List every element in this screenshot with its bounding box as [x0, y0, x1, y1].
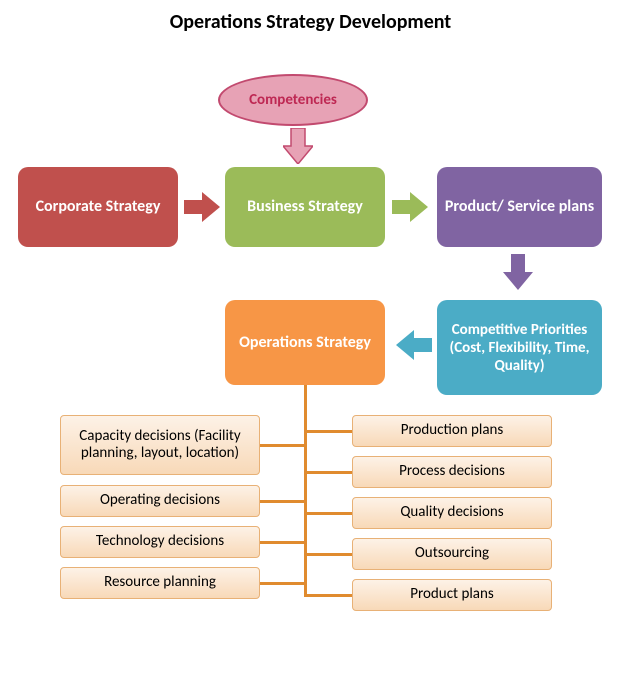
tree-branch-right-4 [307, 553, 352, 556]
leaf-resource: Resource planning [60, 567, 260, 599]
leaf-production: Production plans [352, 415, 552, 447]
tree-branch-right-2 [307, 471, 352, 474]
leaf-operating-label: Operating decisions [100, 492, 220, 509]
leaf-quality-label: Quality decisions [400, 504, 503, 521]
arrow-competitive-to-operations [396, 330, 432, 360]
tree-branch-right-3 [307, 512, 352, 515]
arrow-business-to-product [392, 192, 428, 222]
tree-branch-right-5 [307, 594, 352, 597]
leaf-outsourcing: Outsourcing [352, 538, 552, 570]
leaf-resource-label: Resource planning [104, 574, 216, 591]
node-competencies-label: Competencies [249, 91, 337, 109]
node-competencies: Competencies [218, 74, 368, 126]
node-corporate: Corporate Strategy [18, 167, 178, 247]
node-operations-label: Operations Strategy [239, 333, 371, 352]
tree-branch-left-3 [260, 541, 304, 544]
node-competitive: Competitive Priorities (Cost, Flexibilit… [437, 300, 602, 395]
leaf-production-label: Production plans [401, 422, 504, 439]
node-product-service-label: Product/ Service plans [445, 197, 594, 216]
tree-branch-right-1 [307, 430, 352, 433]
leaf-quality: Quality decisions [352, 497, 552, 529]
leaf-operating: Operating decisions [60, 485, 260, 517]
tree-branch-left-4 [260, 582, 304, 585]
diagram-title: Operations Strategy Development [0, 0, 621, 34]
leaf-technology-label: Technology decisions [96, 533, 224, 550]
leaf-capacity: Capacity decisions (Facility planning, l… [60, 415, 260, 475]
node-competitive-label: Competitive Priorities (Cost, Flexibilit… [441, 321, 598, 375]
leaf-process-label: Process decisions [399, 463, 505, 480]
node-business-label: Business Strategy [247, 197, 363, 216]
leaf-outsourcing-label: Outsourcing [415, 545, 489, 562]
node-corporate-label: Corporate Strategy [36, 197, 161, 216]
leaf-capacity-label: Capacity decisions (Facility planning, l… [67, 428, 253, 463]
arrow-corporate-to-business [184, 192, 220, 222]
node-product-service: Product/ Service plans [437, 167, 602, 247]
leaf-process: Process decisions [352, 456, 552, 488]
tree-trunk [304, 385, 307, 597]
tree-branch-left-2 [260, 500, 304, 503]
leaf-technology: Technology decisions [60, 526, 260, 558]
node-business: Business Strategy [225, 167, 385, 247]
leaf-product-plans-label: Product plans [410, 586, 493, 603]
node-operations: Operations Strategy [225, 300, 385, 385]
tree-branch-left-1 [260, 444, 304, 447]
arrow-product-to-competitive [503, 254, 533, 290]
leaf-product-plans: Product plans [352, 579, 552, 611]
arrow-competencies-to-business [283, 128, 313, 164]
